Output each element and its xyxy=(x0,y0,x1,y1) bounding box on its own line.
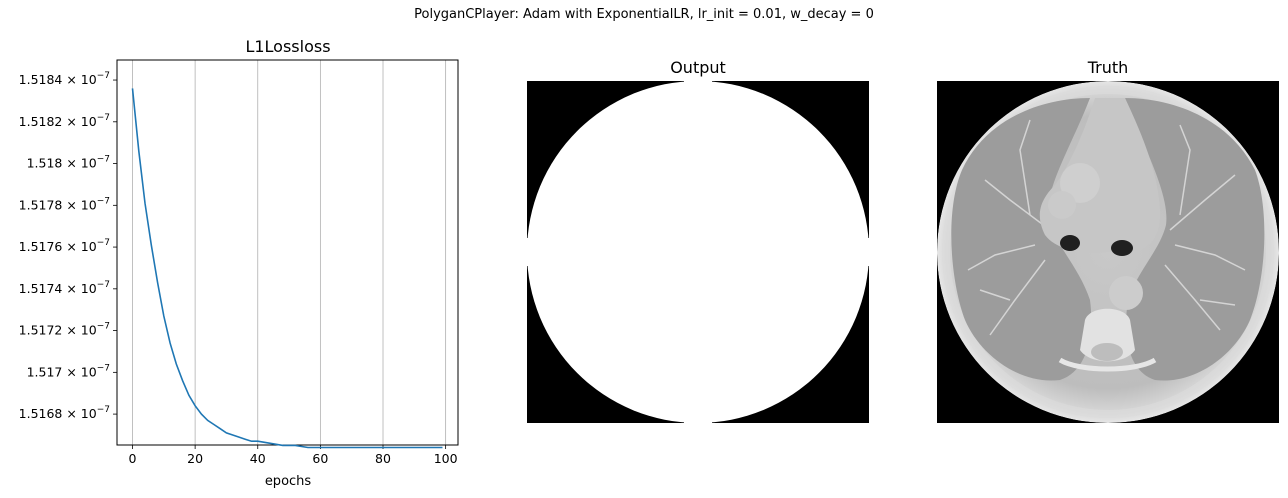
x-tick-label: 100 xyxy=(434,451,458,466)
y-tick-label: 1.517 × 10−7 xyxy=(27,363,110,379)
x-gridlines xyxy=(132,60,447,445)
output-title: Output xyxy=(670,58,726,77)
x-tick-label: 80 xyxy=(375,451,391,466)
x-tick-label: 20 xyxy=(187,451,203,466)
output-image xyxy=(527,81,869,423)
y-axis-ticks: 1.5168 × 10−7 1.517 × 10−7 1.5172 × 10−7 1.… xyxy=(19,71,117,421)
y-tick-label: 1.5182 × 10−7 xyxy=(19,113,110,129)
truth-panel: Truth xyxy=(937,58,1279,423)
y-tick-label: 1.518 × 10−7 xyxy=(27,155,110,171)
x-tick-label: 60 xyxy=(312,451,328,466)
x-tick-label: 0 xyxy=(129,451,137,466)
plot-frame xyxy=(116,59,459,446)
x-tick-label: 40 xyxy=(250,451,266,466)
x-axis-ticks: 0 20 40 60 80 100 xyxy=(129,445,458,466)
y-tick-label: 1.5174 × 10−7 xyxy=(19,280,110,296)
chart-title: L1Lossloss xyxy=(245,37,330,56)
y-tick-label: 1.5168 × 10−7 xyxy=(19,405,110,421)
truth-title: Truth xyxy=(1087,58,1129,77)
y-tick-label: 1.5176 × 10−7 xyxy=(19,238,110,254)
y-tick-label: 1.5172 × 10−7 xyxy=(19,322,110,338)
loss-chart: L1Lossloss 0 20 40 60 80 100 1.5168 × 10−71.5… xyxy=(19,37,459,489)
output-panel: Output xyxy=(527,58,869,423)
x-axis-label: epochs xyxy=(265,474,312,489)
loss-series-line xyxy=(131,88,443,449)
y-tick-label: 1.5184 × 10−7 xyxy=(19,71,110,87)
figure-suptitle: PolyganCPlayer: Adam with ExponentialLR,… xyxy=(414,7,874,22)
truth-image xyxy=(937,81,1279,423)
y-tick-label: 1.5178 × 10−7 xyxy=(19,196,110,212)
